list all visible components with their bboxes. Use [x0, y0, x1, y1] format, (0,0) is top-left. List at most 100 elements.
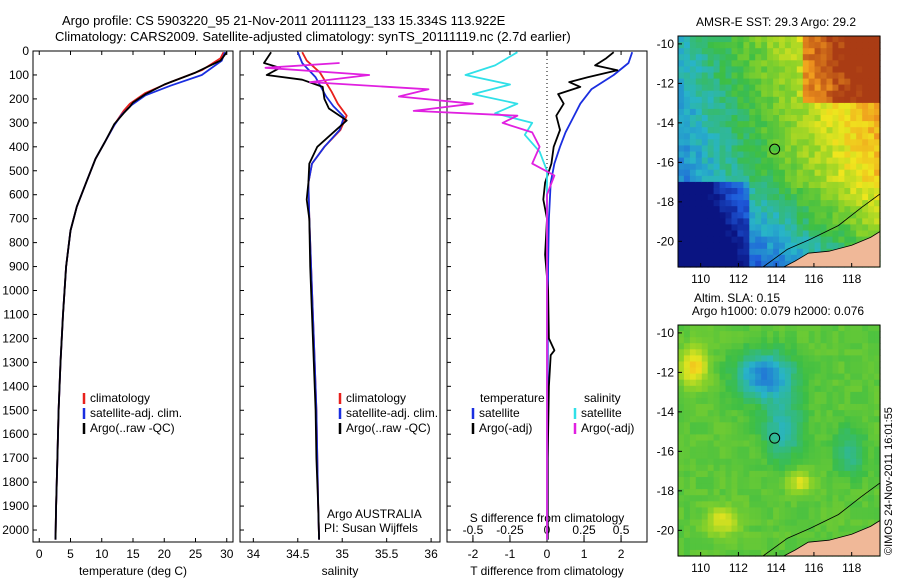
- map-cell: [850, 96, 857, 104]
- map-cell: [707, 537, 715, 545]
- map-cell: [767, 236, 774, 244]
- map-cell: [868, 102, 875, 110]
- map-cell: [808, 218, 816, 226]
- map-cell: [743, 325, 750, 332]
- map-cell: [683, 60, 691, 67]
- map-cell: [761, 108, 768, 116]
- map-cell: [826, 519, 833, 527]
- map-cell: [737, 90, 744, 98]
- map-cell: [868, 78, 875, 86]
- map-cell: [868, 66, 875, 74]
- map-cell: [868, 361, 875, 369]
- map-cell: [731, 434, 738, 442]
- map-cell: [832, 151, 839, 159]
- map-cell: [755, 422, 762, 429]
- map-cell: [731, 60, 738, 67]
- map-cell: [862, 194, 869, 201]
- map-cell: [868, 464, 875, 472]
- map-cell: [850, 422, 857, 429]
- map-cell: [713, 121, 721, 128]
- map-cell: [773, 367, 780, 375]
- map-cell: [874, 54, 881, 61]
- map-cell: [844, 477, 851, 484]
- map-cell: [743, 84, 750, 92]
- map-cell: [850, 212, 857, 219]
- map-cell: [767, 206, 774, 213]
- map-cell: [719, 470, 727, 478]
- map-cell: [683, 194, 691, 201]
- map-cell: [725, 115, 732, 122]
- map-cell: [820, 470, 828, 478]
- map-cell: [784, 446, 792, 454]
- map-cell: [790, 60, 798, 67]
- map-cell: [779, 48, 786, 55]
- map-cell: [731, 66, 738, 74]
- map-cell: [678, 188, 685, 195]
- map-cell: [820, 404, 828, 411]
- map-cell: [802, 102, 810, 110]
- map-cell: [689, 464, 697, 472]
- map-cell: [838, 452, 845, 460]
- map-cell: [695, 90, 703, 98]
- map-cell: [713, 477, 721, 484]
- map-cell: [790, 391, 798, 399]
- map-cell: [820, 343, 828, 350]
- map-cell: [838, 188, 845, 195]
- map-cell: [707, 373, 715, 381]
- map-cell: [814, 230, 822, 238]
- map-cell: [820, 477, 828, 484]
- map-cell: [826, 224, 833, 232]
- map-cell: [850, 373, 857, 381]
- map-cell: [790, 236, 798, 244]
- map-cell: [844, 163, 851, 171]
- map-cell: [737, 54, 744, 61]
- map-cell: [820, 194, 828, 201]
- map-cell: [790, 121, 798, 128]
- map-cell: [701, 66, 709, 74]
- map-cell: [784, 337, 792, 344]
- map-cell: [773, 212, 780, 219]
- map-cell: [790, 404, 798, 411]
- map-cell: [689, 218, 697, 226]
- map-cell: [767, 325, 774, 332]
- map-cell: [743, 206, 750, 213]
- map-cell: [844, 355, 851, 363]
- map-cell: [832, 218, 839, 226]
- map-cell: [683, 343, 691, 350]
- map-cell: [725, 525, 732, 533]
- map-cell: [761, 230, 768, 238]
- map-cell: [802, 248, 810, 256]
- map-cell: [796, 464, 804, 472]
- map-cell: [695, 513, 703, 521]
- map-cell: [767, 157, 774, 165]
- map-cell: [814, 367, 822, 375]
- map-cell: [784, 169, 792, 177]
- map-cell: [796, 507, 804, 515]
- map-cell: [719, 379, 727, 387]
- map-cell: [862, 54, 869, 61]
- map-cell: [862, 355, 869, 363]
- map-cell: [802, 151, 810, 159]
- map-cell: [767, 337, 774, 344]
- map-cell: [790, 489, 798, 496]
- map-cell: [826, 157, 833, 165]
- map-cell: [719, 151, 727, 159]
- map-cell: [784, 483, 792, 490]
- map-cell: [832, 36, 839, 43]
- map-cell: [802, 108, 810, 116]
- map-cell: [701, 458, 709, 466]
- map-cell: [725, 163, 732, 171]
- map-cell: [773, 78, 780, 86]
- map-cell: [844, 325, 851, 332]
- map-cell: [683, 495, 691, 502]
- map-cell: [713, 151, 721, 159]
- map-cell: [701, 169, 709, 177]
- map-cell: [761, 206, 768, 213]
- map-cell: [731, 48, 738, 55]
- map-cell: [713, 72, 721, 80]
- map-cell: [767, 200, 774, 207]
- map-cell: [695, 260, 703, 268]
- map-cell: [868, 519, 875, 527]
- map-cell: [779, 325, 786, 332]
- series-line-salinity-argo: [263, 51, 348, 540]
